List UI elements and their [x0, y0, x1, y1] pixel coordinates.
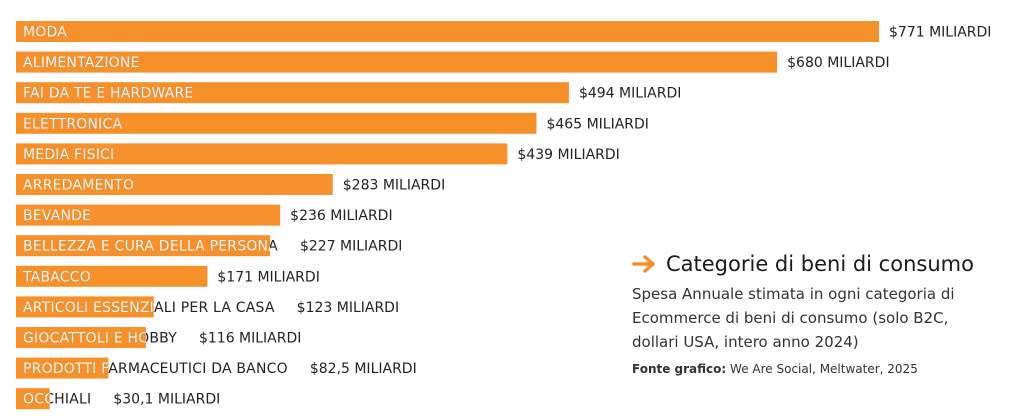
panel-subtitle: Spesa Annuale stimata in ogni categoria … — [632, 285, 955, 351]
bar — [16, 296, 154, 318]
panel-source: Fonte grafico: We Are Social, Meltwater,… — [632, 362, 992, 376]
bar — [16, 143, 508, 165]
category-label: ARTICOLI ESSENZIALI PER LA CASA — [23, 300, 275, 316]
value-label: $680 MILIARDI — [787, 55, 889, 71]
category-label: FAI DA TE E HARDWARE — [23, 86, 193, 102]
value-label: $439 MILIARDI — [517, 147, 619, 163]
source-text: We Are Social, Meltwater, 2025 — [730, 362, 918, 376]
value-label: $465 MILIARDI — [546, 116, 648, 132]
category-label: GIOCATTOLI E HOBBY — [23, 331, 177, 347]
category-label: MEDIA FISICI — [23, 147, 114, 163]
value-label: $171 MILIARDI — [217, 269, 319, 285]
bar — [16, 204, 281, 226]
category-label-on-bar: ELETTRONICA — [23, 116, 122, 132]
category-label: ALIMENTAZIONE — [23, 55, 140, 71]
bar — [16, 265, 208, 287]
chart-info-panel: Categorie di beni di consumo Spesa Annua… — [632, 252, 992, 376]
category-label: ELETTRONICA — [23, 116, 122, 132]
value-label: $283 MILIARDI — [343, 178, 445, 194]
bar — [16, 21, 879, 42]
value-label: $123 MILIARDI — [297, 300, 399, 316]
bar — [16, 51, 778, 73]
category-label-on-bar: ARTICOLI ESSENZIALI PER LA CASA — [23, 300, 275, 316]
category-label-on-bar: PRODOTTI FARMACEUTICI DA BANCO — [23, 361, 288, 377]
category-label-on-bar: MEDIA FISICI — [23, 147, 114, 163]
bar — [16, 327, 146, 348]
bar — [16, 388, 50, 410]
arrow-right-icon — [632, 255, 655, 273]
category-label-on-bar: FAI DA TE E HARDWARE — [23, 86, 193, 102]
category-label-on-bar: ALIMENTAZIONE — [23, 55, 140, 71]
category-label: BEVANDE — [23, 208, 91, 224]
category-label-on-bar: BELLEZZA E CURA DELLA PERSONA — [23, 239, 278, 255]
value-label: $227 MILIARDI — [300, 239, 402, 255]
category-label: OCCHIALI — [23, 392, 91, 408]
panel-title-row: Categorie di beni di consumo — [632, 252, 992, 276]
bar — [16, 174, 333, 195]
category-label: ARREDAMENTO — [23, 178, 134, 194]
category-label: PRODOTTI FARMACEUTICI DA BANCO — [23, 361, 288, 377]
category-label-on-bar: GIOCATTOLI E HOBBY — [23, 331, 177, 347]
category-label-on-bar: ARREDAMENTO — [23, 178, 134, 194]
category-label: BELLEZZA E CURA DELLA PERSONA — [23, 239, 278, 255]
value-label: $771 MILIARDI — [889, 25, 991, 41]
bar — [16, 112, 537, 134]
category-label: TABACCO — [22, 269, 91, 285]
value-label: $494 MILIARDI — [579, 86, 681, 102]
source-label: Fonte grafico: — [632, 362, 727, 376]
category-label-on-bar: BEVANDE — [23, 208, 91, 224]
value-label: $236 MILIARDI — [290, 208, 392, 224]
value-label: $116 MILIARDI — [199, 331, 301, 347]
category-label: MODA — [23, 25, 67, 41]
bar-row: ARTICOLI ESSENZIALI PER LA CASAARTICOLI … — [16, 296, 399, 318]
value-label: $30,1 MILIARDI — [113, 392, 220, 408]
category-label-on-bar: TABACCO — [22, 269, 91, 285]
value-label: $82,5 MILIARDI — [310, 361, 417, 377]
category-label-on-bar: MODA — [23, 25, 67, 41]
category-label-on-bar: OCCHIALI — [23, 392, 91, 408]
bar — [16, 357, 109, 379]
panel-title: Categorie di beni di consumo — [666, 252, 974, 276]
bar — [16, 82, 569, 104]
bar — [16, 235, 271, 257]
